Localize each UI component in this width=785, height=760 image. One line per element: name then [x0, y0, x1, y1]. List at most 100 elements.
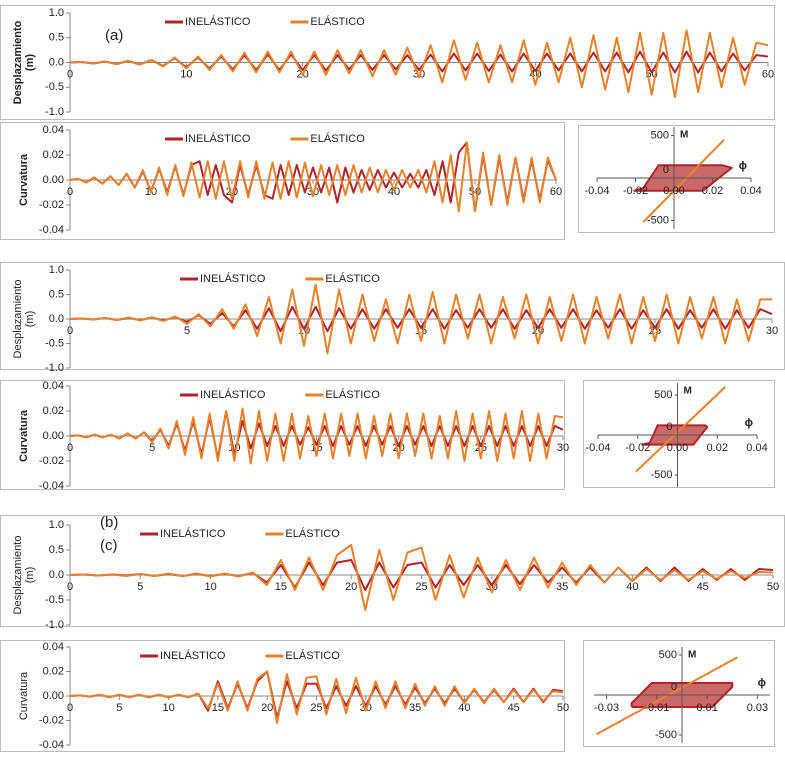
- legend-label: INELÁSTICO: [200, 272, 266, 285]
- y-axis-title: Curvatura: [18, 671, 30, 720]
- y-tick-label: -500: [650, 469, 672, 481]
- x-tick-label: 0.00: [667, 442, 688, 454]
- chart-frame: [0, 515, 785, 627]
- x-tick-label: 0: [67, 702, 73, 714]
- x-tick-label: 10: [204, 581, 216, 593]
- y-axis-title: Desplazamiento: [12, 280, 24, 359]
- x-tick-label: 0.02: [707, 442, 728, 454]
- y-tick-label: 500: [659, 649, 677, 661]
- legend-label: INELÁSTICO: [160, 527, 226, 540]
- y-tick-label: 0.5: [49, 288, 64, 300]
- y-tick-label: 0.5: [49, 544, 64, 556]
- x-tick-label: 25: [415, 581, 427, 593]
- y-tick-label: 1.0: [49, 264, 64, 276]
- chart-frame: [0, 262, 785, 370]
- x-tick-label: 40: [458, 702, 470, 714]
- series-line: [69, 283, 772, 355]
- y-axis-title: Curvatura: [18, 153, 30, 206]
- x-tick-label: 15: [212, 702, 224, 714]
- x-tick-label: 40: [626, 581, 638, 593]
- annotation: (c): [100, 537, 118, 554]
- x-tick-label: 60: [550, 186, 562, 198]
- annotation: (b): [100, 514, 118, 531]
- y-tick-label: 0.00: [43, 690, 64, 702]
- y-tick-label: -1.0: [45, 106, 64, 118]
- x-tick-label: 30: [307, 186, 319, 198]
- legend-label: INELÁSTICO: [160, 649, 226, 662]
- x-tick-label: 0.04: [740, 185, 761, 197]
- x-tick-label: 20: [261, 702, 273, 714]
- x-tick-label: 20: [345, 581, 357, 593]
- x-axis-title: ϕ: [745, 417, 753, 429]
- x-tick-label: 5: [116, 702, 122, 714]
- y-tick-label: 500: [651, 129, 669, 141]
- x-tick-label: 25: [310, 702, 322, 714]
- x-tick-label: 30: [557, 442, 569, 454]
- x-tick-label: 0.01: [696, 702, 717, 714]
- x-tick-label: 10: [162, 702, 174, 714]
- x-tick-label: 35: [409, 702, 421, 714]
- series-line: [69, 407, 564, 465]
- y-tick-label: 0.02: [43, 149, 64, 161]
- y-tick-label: -500: [655, 729, 677, 741]
- legend-label: INELÁSTICO: [185, 15, 251, 28]
- y-axis-title: Desplazamiento: [12, 536, 24, 615]
- x-tick-label: 5: [184, 325, 190, 337]
- y-tick-label: 0: [671, 681, 677, 693]
- y-tick-label: 0.00: [43, 174, 64, 186]
- x-tick-label: 35: [556, 581, 568, 593]
- x-axis-title: ϕ: [758, 677, 766, 689]
- legend-label: ELÁSTICO: [285, 649, 340, 662]
- y-axis-title: M: [688, 650, 696, 661]
- y-tick-label: 0.02: [43, 405, 64, 417]
- x-tick-label: 40: [388, 186, 400, 198]
- x-tick-label: 5: [149, 442, 155, 454]
- y-tick-label: 0.0: [49, 569, 64, 581]
- x-tick-label: 30: [766, 325, 778, 337]
- y-tick-label: -0.04: [39, 480, 64, 492]
- x-tick-label: 60: [762, 68, 774, 80]
- x-tick-label: 15: [275, 581, 287, 593]
- y-tick-label: 500: [654, 389, 672, 401]
- x-tick-label: 0: [67, 581, 73, 593]
- legend-label: ELÁSTICO: [325, 388, 380, 401]
- y-tick-label: -0.5: [45, 81, 64, 93]
- y-axis-title: (m): [24, 311, 36, 328]
- x-tick-label: -0.04: [584, 185, 609, 197]
- elastic-line: [596, 656, 738, 736]
- legend-label: ELÁSTICO: [325, 272, 380, 285]
- x-tick-label: 0: [67, 186, 73, 198]
- y-tick-label: -0.02: [39, 455, 64, 467]
- x-tick-label: -0.03: [594, 702, 619, 714]
- series-line: [69, 670, 564, 724]
- y-axis-title: Desplazamiento: [12, 20, 24, 104]
- x-tick-label: 50: [767, 581, 779, 593]
- y-axis-title: (m): [24, 567, 36, 584]
- x-tick-label: 0: [67, 68, 73, 80]
- series-line: [69, 544, 774, 611]
- y-tick-label: 0.04: [43, 641, 64, 653]
- x-tick-label: 0.00: [663, 185, 684, 197]
- y-tick-label: -0.5: [45, 337, 64, 349]
- y-tick-label: -0.5: [45, 594, 64, 606]
- x-tick-label: 0: [67, 325, 73, 337]
- annotation: (a): [105, 27, 123, 44]
- x-tick-label: -0.04: [585, 442, 610, 454]
- x-tick-label: 0.04: [746, 442, 767, 454]
- chart-frame: [0, 380, 565, 490]
- y-tick-label: 0.04: [43, 124, 64, 136]
- series-line: [69, 29, 769, 99]
- series-line: [69, 141, 557, 213]
- legend-label: INELÁSTICO: [200, 388, 266, 401]
- legend-label: ELÁSTICO: [310, 15, 365, 28]
- y-tick-label: -0.04: [39, 224, 64, 236]
- series-line: [69, 305, 773, 333]
- y-axis-title: Curvatura: [18, 409, 30, 462]
- y-axis-title: M: [684, 386, 692, 397]
- elastic-line: [635, 386, 726, 473]
- y-tick-label: 0: [666, 421, 672, 433]
- legend-label: INELÁSTICO: [185, 132, 251, 145]
- x-tick-label: 45: [508, 702, 520, 714]
- y-tick-label: -1.0: [45, 362, 64, 374]
